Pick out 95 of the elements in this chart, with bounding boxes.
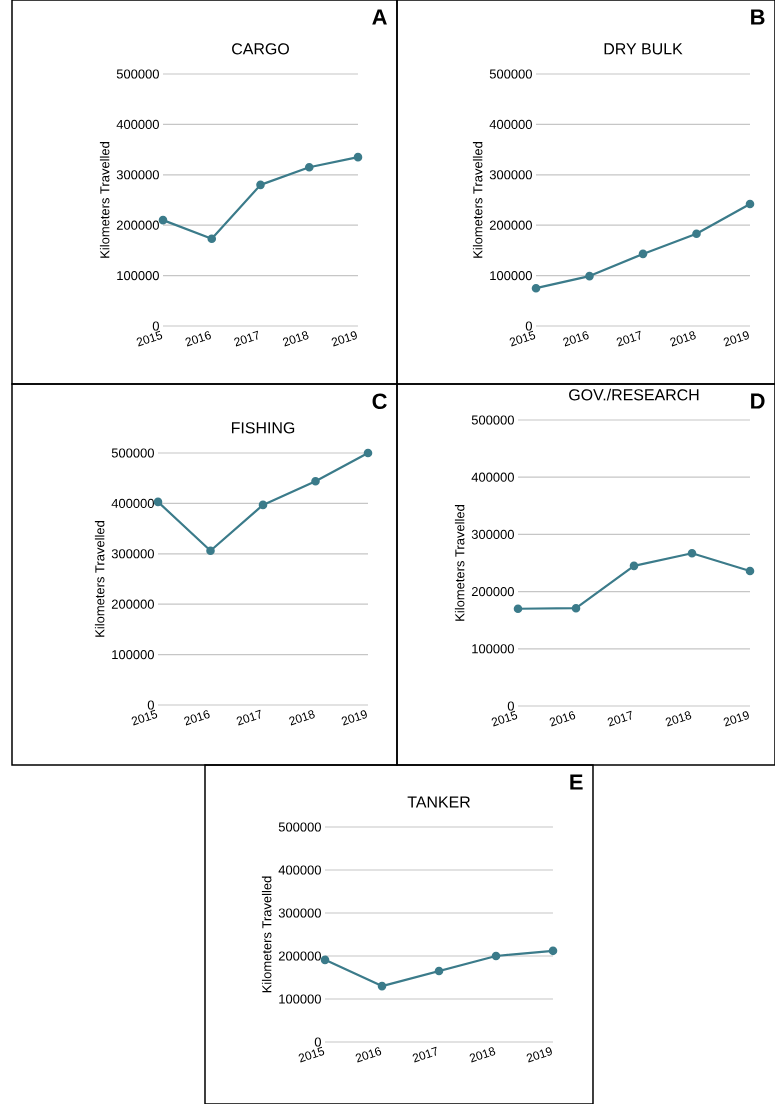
y-tick-label: 400000 xyxy=(278,865,321,875)
x-tick-label: 2018 xyxy=(289,710,315,726)
y-tick-label: 100000 xyxy=(117,271,159,281)
y-tick-label: 500000 xyxy=(278,822,321,832)
chart-title: GOV./RESEARCH xyxy=(569,388,699,401)
x-tick-label: 2017 xyxy=(616,330,641,347)
text: D xyxy=(751,393,765,409)
point xyxy=(745,566,755,576)
y-tick-label: 500000 xyxy=(116,69,159,79)
x-tick-label: 2018 xyxy=(282,331,309,347)
x-tick-label: 2015 xyxy=(131,709,158,726)
x-tick-label: 2015 xyxy=(298,1046,325,1063)
x-tick-label: 2018 xyxy=(469,1047,496,1063)
chart-title: TANKER xyxy=(407,796,470,808)
y-tick-label: 200000 xyxy=(111,599,154,609)
y-tick-label: 100000 xyxy=(472,644,514,654)
y-axis-title: Kilometers Travelled xyxy=(261,876,272,993)
y-axis-title: Kilometers Travelled xyxy=(454,505,465,621)
y-axis-title: Kilometers Travelled xyxy=(99,142,110,258)
chart-title: CARGO xyxy=(232,43,289,55)
point xyxy=(353,152,363,162)
y-axis-title: Kilometers Travelled xyxy=(472,142,483,258)
y-tick-label: 500000 xyxy=(111,448,154,458)
x-tick-label: 2016 xyxy=(563,331,589,347)
y-tick-label: 300000 xyxy=(489,170,532,180)
y-tick-label: 200000 xyxy=(489,220,532,230)
y-tick-label: 100000 xyxy=(112,650,154,660)
point xyxy=(304,162,314,172)
point xyxy=(158,215,168,225)
y-tick-label: 0 xyxy=(147,700,154,710)
point xyxy=(692,229,701,239)
point xyxy=(531,283,541,293)
point xyxy=(377,981,387,991)
point xyxy=(256,180,265,190)
y-tick-label: 200000 xyxy=(278,951,321,961)
y-tick-label: 0 xyxy=(152,321,159,331)
point xyxy=(585,271,594,281)
x-tick-label: 2015 xyxy=(491,710,518,727)
y-tick-label: 300000 xyxy=(278,908,321,918)
y-tick-label: 400000 xyxy=(471,472,514,482)
y-tick-label: 100000 xyxy=(490,271,532,281)
point xyxy=(745,199,755,209)
x-tick-label: 2017 xyxy=(412,1046,437,1063)
x-tick-label: 2017 xyxy=(234,330,258,347)
x-tick-label: 2016 xyxy=(184,710,210,726)
text: E xyxy=(570,774,583,790)
y-tick-label: 500000 xyxy=(471,415,514,425)
point xyxy=(491,951,501,961)
x-tick-label: 2015 xyxy=(509,330,536,347)
point xyxy=(571,603,581,613)
x-tick-label: 2019 xyxy=(723,711,749,727)
point xyxy=(548,946,558,956)
y-tick-label: 300000 xyxy=(471,529,514,539)
point xyxy=(153,497,163,507)
point xyxy=(363,448,373,458)
y-tick-label: 400000 xyxy=(489,119,532,129)
x-tick-label: 2019 xyxy=(331,331,357,347)
text: B xyxy=(751,9,765,25)
text: C xyxy=(372,393,387,410)
x-tick-label: 2017 xyxy=(236,709,261,726)
y-tick-label: 0 xyxy=(525,321,532,331)
chart-title: DRY BULK xyxy=(604,43,683,55)
x-tick-label: 2015 xyxy=(136,330,163,347)
y-tick-label: 300000 xyxy=(116,170,159,180)
x-tick-label: 2019 xyxy=(341,710,367,726)
point xyxy=(687,548,697,558)
y-tick-label: 300000 xyxy=(111,549,154,559)
x-tick-label: 2018 xyxy=(670,331,696,347)
x-tick-label: 2016 xyxy=(549,711,576,727)
x-tick-label: 2019 xyxy=(723,331,749,347)
y-tick-label: 400000 xyxy=(116,119,159,129)
y-axis-title: Kilometers Travelled xyxy=(94,521,105,637)
point xyxy=(513,604,523,614)
x-tick-label: 2016 xyxy=(355,1047,382,1063)
x-tick-label: 2016 xyxy=(185,331,211,347)
point xyxy=(206,546,215,556)
y-tick-label: 200000 xyxy=(116,220,159,230)
chart-title: FISHING xyxy=(231,422,295,434)
x-tick-label: 2019 xyxy=(526,1047,552,1063)
point xyxy=(638,249,648,259)
point xyxy=(258,500,268,510)
y-tick-label: 400000 xyxy=(111,498,154,508)
y-tick-label: 100000 xyxy=(279,994,321,1004)
y-tick-label: 0 xyxy=(507,701,514,711)
point xyxy=(434,966,444,976)
point xyxy=(320,955,330,965)
point xyxy=(311,476,320,486)
y-tick-label: 500000 xyxy=(489,69,532,79)
y-tick-label: 0 xyxy=(314,1037,321,1047)
point xyxy=(629,561,639,571)
x-tick-label: 2017 xyxy=(607,710,632,727)
text: A xyxy=(372,9,387,25)
y-tick-label: 200000 xyxy=(471,587,514,597)
point xyxy=(207,234,217,244)
x-tick-label: 2018 xyxy=(665,711,692,727)
